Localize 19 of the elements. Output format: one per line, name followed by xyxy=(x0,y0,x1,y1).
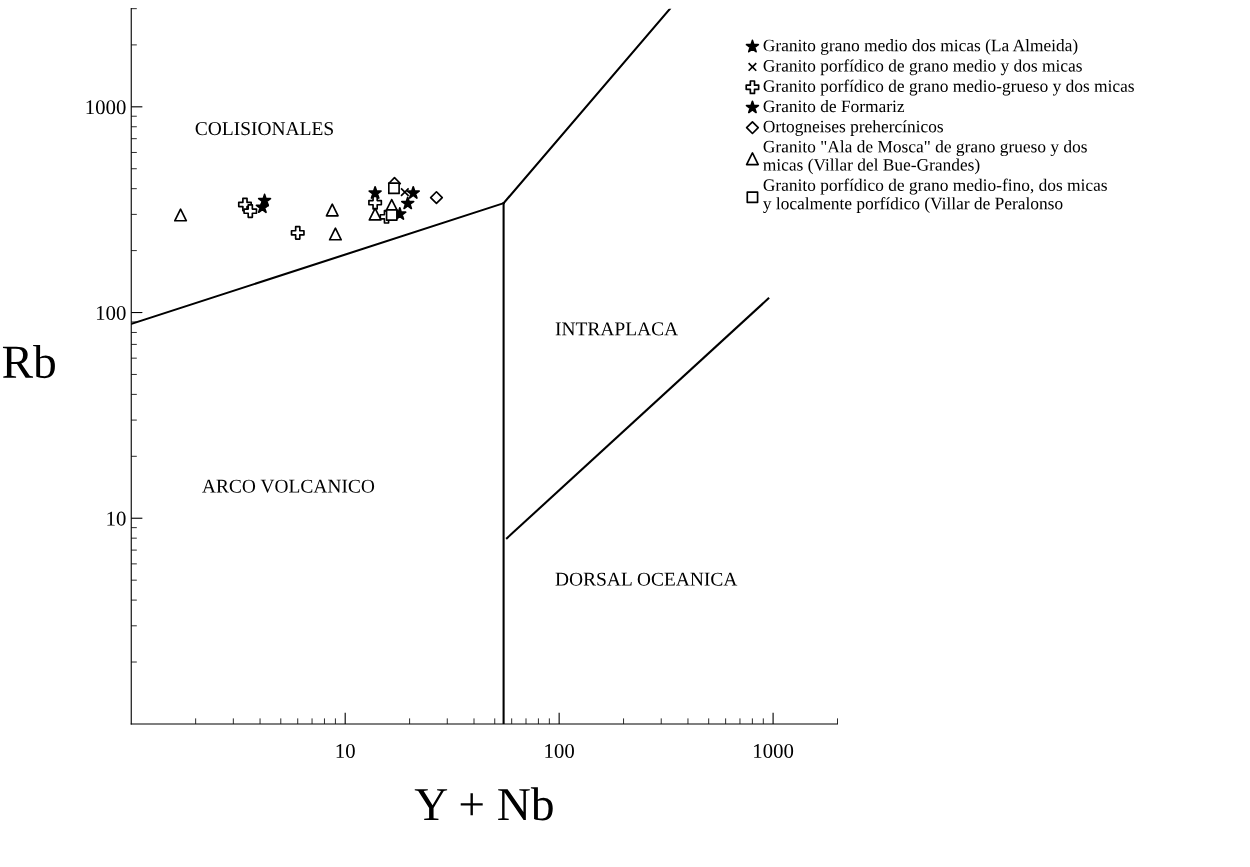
legend-label: Granito porfídico de grano medio y dos micas xyxy=(763,59,1082,76)
legend-label: Granito porfídico de grano medio-grueso y dos micas xyxy=(763,79,1134,96)
x-tick-label: 10 xyxy=(336,743,355,759)
x-tick-label: 100 xyxy=(545,743,574,759)
x-tick-label: 1000 xyxy=(754,743,794,759)
y-tick-label: 100 xyxy=(96,305,126,320)
y-tick-label: 1000 xyxy=(86,100,126,115)
annotation: COLISIONALES xyxy=(195,122,333,136)
y-axis-title: Rb xyxy=(2,344,55,379)
x-axis-title: Y + Nb xyxy=(414,787,553,821)
legend-label: Granito "Ala de Mosca" de grano grueso y dos micas (Villar del Bue-Grandes) xyxy=(763,140,1087,175)
annotation: DORSAL OCEANICA xyxy=(555,572,738,586)
legend-label: Granito grano medio dos micas (La Almeida) xyxy=(763,39,1078,55)
legend-label: Ortogneises prehercínicos xyxy=(763,120,943,136)
annotation: ARCO VOLCANICO xyxy=(202,479,375,493)
legend-label: Granito de Formariz xyxy=(763,99,905,113)
y-tick-label: 10 xyxy=(107,511,126,526)
annotation: INTRAPLACA xyxy=(555,322,679,336)
legend-label: Granito porfídico de grano medio-fino, dos micas y localmente porfídico (Villar de Peralonso xyxy=(763,178,1107,213)
